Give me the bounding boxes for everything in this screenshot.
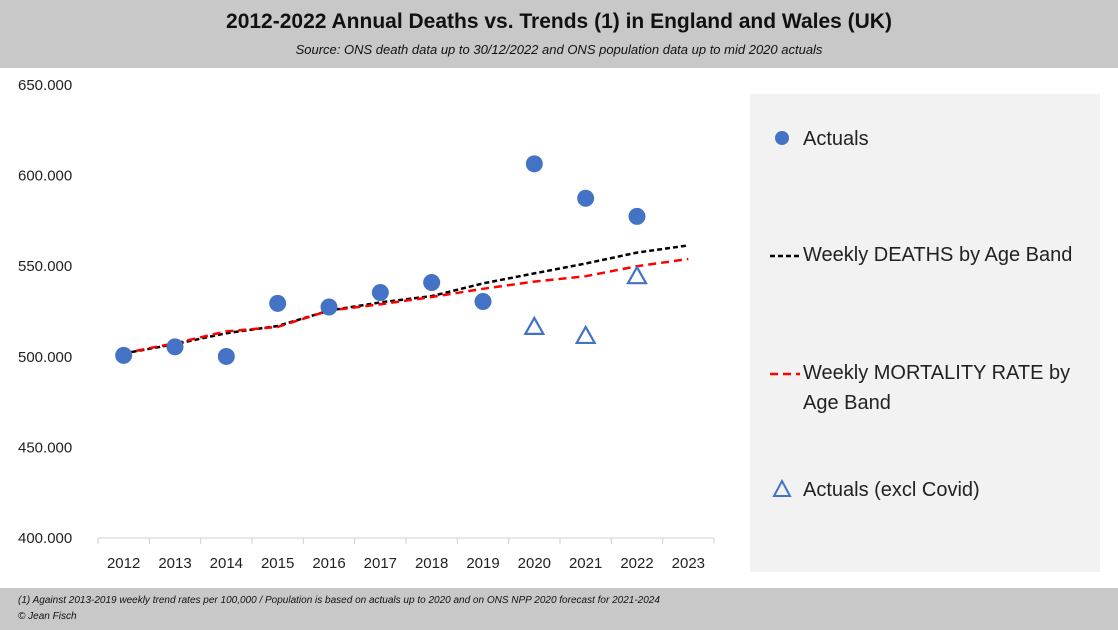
actuals-point xyxy=(371,283,389,301)
x-tick-label: 2012 xyxy=(107,555,140,572)
actuals-point xyxy=(217,347,235,365)
y-tick-label: 500.000 xyxy=(18,349,72,366)
mortality-trend-line xyxy=(123,257,689,355)
legend-label: Weekly DEATHS by Age Band xyxy=(803,244,1073,266)
footnote: (1) Against 2013-2019 weekly trend rates… xyxy=(18,595,660,606)
x-tick-label: 2014 xyxy=(210,555,243,572)
circle-marker-icon xyxy=(775,131,789,145)
triangle-marker-icon xyxy=(772,478,792,497)
excl-covid-point xyxy=(626,264,648,285)
actuals-point xyxy=(628,207,646,225)
actuals-point xyxy=(320,298,338,316)
x-tick-label: 2017 xyxy=(364,555,397,572)
excl-covid-point xyxy=(523,315,546,336)
legend-label: Actuals (excl Covid) xyxy=(803,479,980,501)
x-tick-label: 2021 xyxy=(569,555,602,572)
x-tick-label: 2013 xyxy=(158,555,191,572)
chart-plot: 2012 2013 2014 2015 2016 2017 2018 2019 2020 2021… xyxy=(18,77,715,572)
x-tick-label: 2019 xyxy=(466,555,499,572)
x-tick-label: 2023 xyxy=(672,555,705,572)
y-tick-label: 450.000 xyxy=(18,439,72,456)
y-tick-label: 400.000 xyxy=(18,530,72,547)
actuals-point xyxy=(166,338,184,356)
actuals-point xyxy=(577,189,595,207)
x-tick-label: 2020 xyxy=(518,555,551,572)
copyright-credit: © Jean Fisch xyxy=(18,611,77,622)
red-dashed-line-icon xyxy=(770,372,800,376)
chart-subtitle: Source: ONS death data up to 30/12/2022 … xyxy=(295,42,823,57)
y-tick-label: 550.000 xyxy=(18,258,72,275)
actuals-point xyxy=(269,294,287,312)
actuals-point xyxy=(525,155,543,173)
x-tick-label: 2018 xyxy=(415,555,448,572)
actuals-point xyxy=(423,274,441,292)
excl-covid-point xyxy=(574,324,597,345)
x-tick-label: 2015 xyxy=(261,555,294,572)
y-tick-label: 650.000 xyxy=(18,77,72,94)
footer-band xyxy=(0,588,1118,630)
header-band xyxy=(0,0,1118,68)
legend-label: Weekly MORTALITY RATE by Age Band xyxy=(803,362,1071,414)
actuals-point xyxy=(115,346,133,364)
x-tick-label: 2022 xyxy=(620,555,653,572)
legend: Actuals Weekly DEATHS by Age Band Weekly… xyxy=(750,94,1100,572)
legend-label: Actuals xyxy=(803,128,869,150)
y-tick-label: 600.000 xyxy=(18,168,72,185)
x-tick-label: 2016 xyxy=(312,555,345,572)
black-dashed-line-icon xyxy=(770,254,800,258)
chart-title: 2012-2022 Annual Deaths vs. Trends (1) i… xyxy=(226,10,892,33)
actuals-point xyxy=(474,293,492,311)
